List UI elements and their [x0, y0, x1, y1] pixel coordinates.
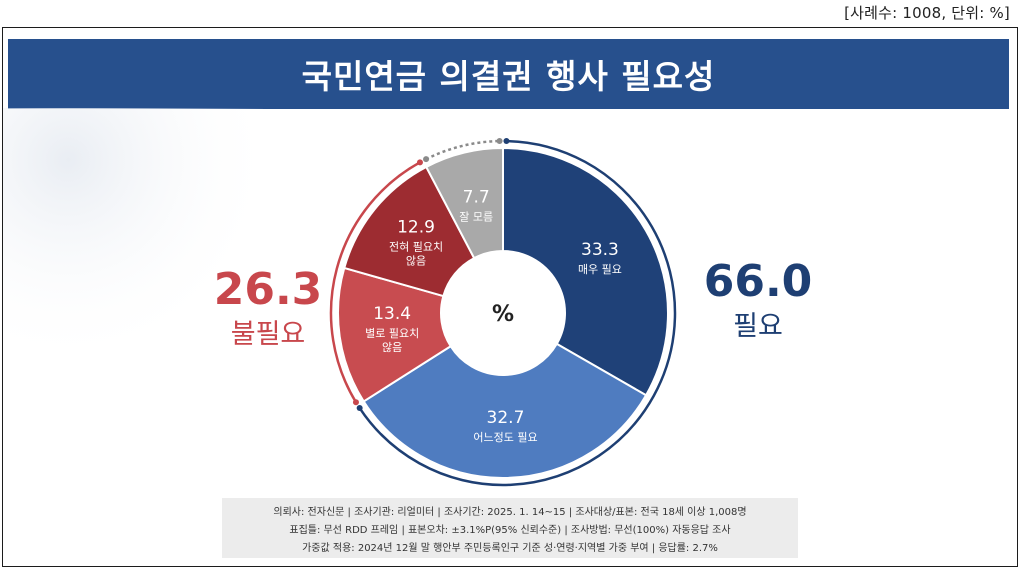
positive-total-value: 66.0 [703, 256, 813, 307]
survey-info-line: 의뢰사: 전자신문 | 조사기관: 리얼미터 | 조사기간: 2025. 1. … [273, 506, 747, 518]
survey-info-line: 표집틀: 무선 RDD 프레임 | 표본오차: ±3.1%P(95% 신뢰수준)… [289, 524, 731, 536]
positive-group-arc-end [503, 138, 510, 145]
positive-group-arc-end [356, 405, 363, 412]
donut-slice-전혀-필요치-않음 [343, 165, 476, 298]
donut-category-label: 별로 필요치 [365, 327, 419, 340]
donut-hole [442, 252, 564, 374]
survey-info-line: 가중값 적용: 2024년 12월 말 행안부 주민등록인구 기준 성·연령·지… [302, 542, 718, 554]
survey-info-box: 의뢰사: 전자신문 | 조사기관: 리얼미터 | 조사기간: 2025. 1. … [222, 498, 798, 558]
negative-total-label: 불필요 [230, 319, 306, 350]
donut-value-label: 32.7 [487, 408, 525, 428]
donut-category-label: 어느정도 필요 [473, 431, 537, 444]
unknown-group-arc-end [496, 138, 503, 145]
donut-category-label: 않음 [406, 254, 426, 267]
donut-value-label: 12.9 [397, 217, 435, 237]
unknown-group-arc-end [423, 156, 430, 163]
donut-category-label: 전혀 필요치 [389, 240, 443, 253]
donut-category-label: 매우 필요 [578, 263, 622, 276]
negative-group-arc [329, 161, 421, 403]
sample-size-note: [사례수: 1008, 단위: %] [844, 4, 1010, 22]
donut-slice-잘-모름 [424, 146, 504, 260]
donut-category-label: 잘 모름 [459, 210, 493, 223]
donut-value-label: 13.4 [373, 304, 411, 324]
negative-group-arc-end [416, 159, 423, 166]
positive-group-arc [358, 139, 677, 487]
donut-value-label: 7.7 [463, 187, 490, 207]
donut-center-unit: % [492, 302, 514, 327]
unknown-group-arc [425, 139, 500, 161]
donut-category-label: 않음 [382, 341, 402, 354]
background-decoration [3, 108, 263, 368]
negative-total-value: 26.3 [213, 264, 323, 315]
positive-total-label: 필요 [733, 311, 783, 342]
donut-slice-매우-필요 [502, 146, 669, 397]
donut-slice-어느정도-필요 [362, 342, 648, 479]
donut-slice-별로-필요치-않음 [337, 266, 453, 403]
negative-group-arc-end [352, 399, 359, 406]
donut-value-label: 33.3 [581, 240, 619, 260]
chart-title: 국민연금 의결권 행사 필요성 [8, 39, 1009, 109]
